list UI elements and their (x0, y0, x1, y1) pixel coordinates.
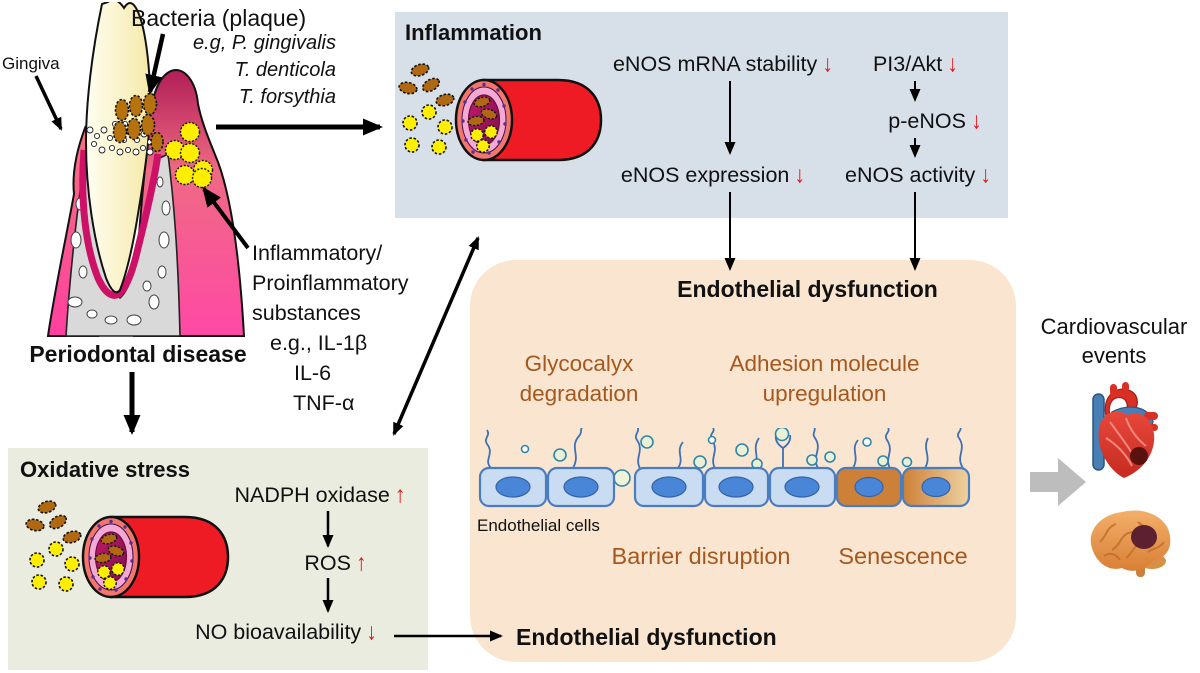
substances-example-il6: IL-6 (294, 361, 332, 385)
node-label: eNOS activity (845, 163, 976, 187)
substances-example-tnfa: TNF-α (293, 391, 355, 415)
bacteria-title: Bacteria (plaque) (131, 5, 307, 31)
endothelial-cells-label: Endothelial cells (477, 516, 600, 535)
down-arrow-icon: ↓ (366, 618, 377, 646)
node-enos-activity: eNOS activity ↓ (838, 161, 998, 189)
node-label: eNOS mRNA stability (612, 52, 818, 76)
inflammation-title: Inflammation (405, 20, 542, 45)
down-arrow-icon: ↓ (794, 161, 806, 189)
bacteria-example-3: T. forsythia (238, 86, 336, 108)
down-arrow-icon: ↓ (822, 50, 834, 78)
substances-line-3: substances (252, 301, 361, 325)
glycocalyx-degradation-label: Glycocalyx degradation (503, 349, 655, 409)
tooth-illustration (46, 2, 246, 337)
cardiovascular-events-label: Cardiovascular events (1030, 312, 1198, 370)
label-line: events (1081, 343, 1147, 368)
outcome-arrow-icon (1030, 458, 1086, 506)
label-line: Cardiovascular (1040, 314, 1188, 339)
arrow-inflammation-oxidative-crosstalk (392, 236, 480, 436)
down-arrow-icon: ↓ (980, 161, 991, 189)
node-label: NADPH oxidase (234, 483, 390, 507)
node-label: NO bioavailability (195, 620, 362, 644)
down-arrow-icon: ↓ (970, 107, 982, 135)
node-no-bioavailability: NO bioavailability ↓ (180, 618, 392, 646)
label-line: Adhesion molecule (729, 351, 920, 376)
node-label: p-eNOS (888, 109, 966, 133)
vessel-illustration-inflammation (398, 50, 618, 170)
bacteria-example-2: T. denticola (234, 59, 336, 81)
node-ros: ROS ↑ (278, 549, 393, 577)
endothelial-dysfunction-title: Endothelial dysfunction (677, 276, 938, 302)
up-arrow-icon: ↑ (394, 481, 406, 509)
gingiva-label: Gingiva (2, 54, 60, 73)
node-enos-mrna-stability: eNOS mRNA stability ↓ (598, 50, 848, 78)
label-line: degradation (519, 381, 639, 406)
oxidative-stress-title: Oxidative stress (20, 457, 190, 482)
adhesion-molecule-label: Adhesion molecule upregulation (722, 349, 927, 409)
endothelial-cells-illustration (478, 428, 971, 508)
periodontal-caption: Periodontal disease (29, 341, 247, 367)
endothelial-dysfunction-bottom-title: Endothelial dysfunction (516, 624, 777, 650)
senescence-label: Senescence (838, 543, 968, 569)
label-line: Glycocalyx (524, 351, 634, 376)
up-arrow-icon: ↑ (355, 549, 367, 577)
node-pi3akt: PI3/Akt ↓ (863, 50, 968, 78)
node-p-enos: p-eNOS ↓ (865, 107, 1005, 135)
node-label: eNOS expression (620, 163, 790, 187)
down-arrow-icon: ↓ (947, 50, 959, 78)
substances-line-1: Inflammatory/ (252, 241, 383, 265)
heart-icon (1092, 382, 1158, 478)
vessel-illustration-oxidative (25, 487, 245, 607)
node-label: PI3/Akt (872, 52, 943, 76)
substances-line-2: Proinflammatory (252, 271, 409, 295)
node-enos-expression: eNOS expression ↓ (600, 161, 826, 189)
brain-icon (1090, 510, 1171, 577)
substances-example-il1b: e.g., IL-1β (270, 331, 368, 355)
barrier-disruption-label: Barrier disruption (611, 543, 791, 569)
label-line: upregulation (762, 381, 887, 406)
bacteria-example-1: e.g, P. gingivalis (192, 32, 336, 54)
node-label: ROS (304, 551, 351, 575)
node-nadph-oxidase: NADPH oxidase ↑ (225, 481, 415, 509)
